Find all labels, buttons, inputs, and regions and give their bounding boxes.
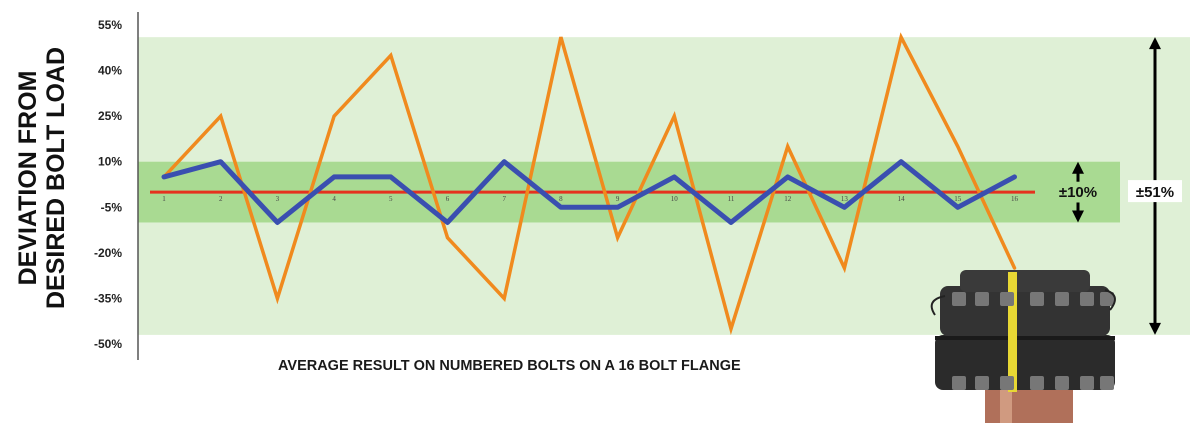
y-tick-label: 55% (98, 18, 122, 32)
series-line-blue (161, 159, 1017, 225)
x-tick-label: 3 (276, 195, 280, 203)
x-tick-label: 12 (784, 195, 792, 203)
y-tick-label: 40% (98, 64, 122, 78)
x-tick-label: 11 (728, 195, 735, 203)
x-axis-label: AVERAGE RESULT ON NUMBERED BOLTS ON A 16… (278, 358, 741, 374)
bolt-flange-photo (930, 270, 1116, 423)
y-tick-label: -5% (101, 200, 123, 214)
x-tick-label: 15 (954, 195, 962, 203)
y-tick-label: 25% (98, 109, 122, 123)
inner-range-arrow (1072, 161, 1084, 223)
x-tick-label: 5 (389, 195, 393, 203)
x-tick-label: 8 (559, 195, 563, 203)
x-tick-label: 4 (332, 195, 336, 203)
y-tick-label: -35% (94, 291, 122, 305)
x-tick-label: 14 (898, 195, 906, 203)
x-tick-label: 2 (219, 195, 223, 203)
y-tick-label: 10% (98, 155, 122, 169)
outer-range-label: ±51% (1136, 184, 1174, 201)
x-tick-label: 7 (502, 195, 506, 203)
x-tick-label: 6 (446, 195, 450, 203)
x-tick-label: 1 (162, 195, 166, 203)
series-line-orange (162, 32, 1017, 336)
x-tick-label: 9 (616, 195, 620, 203)
y-tick-label: -50% (94, 337, 122, 351)
x-tick-label: 10 (671, 195, 679, 203)
x-tick-label: 16 (1011, 195, 1019, 203)
x-tick-label: 13 (841, 195, 849, 203)
y-tick-label: -20% (94, 246, 122, 260)
outer-range-label-bg (1128, 180, 1182, 203)
inner-range-label: ±10% (1059, 184, 1097, 201)
